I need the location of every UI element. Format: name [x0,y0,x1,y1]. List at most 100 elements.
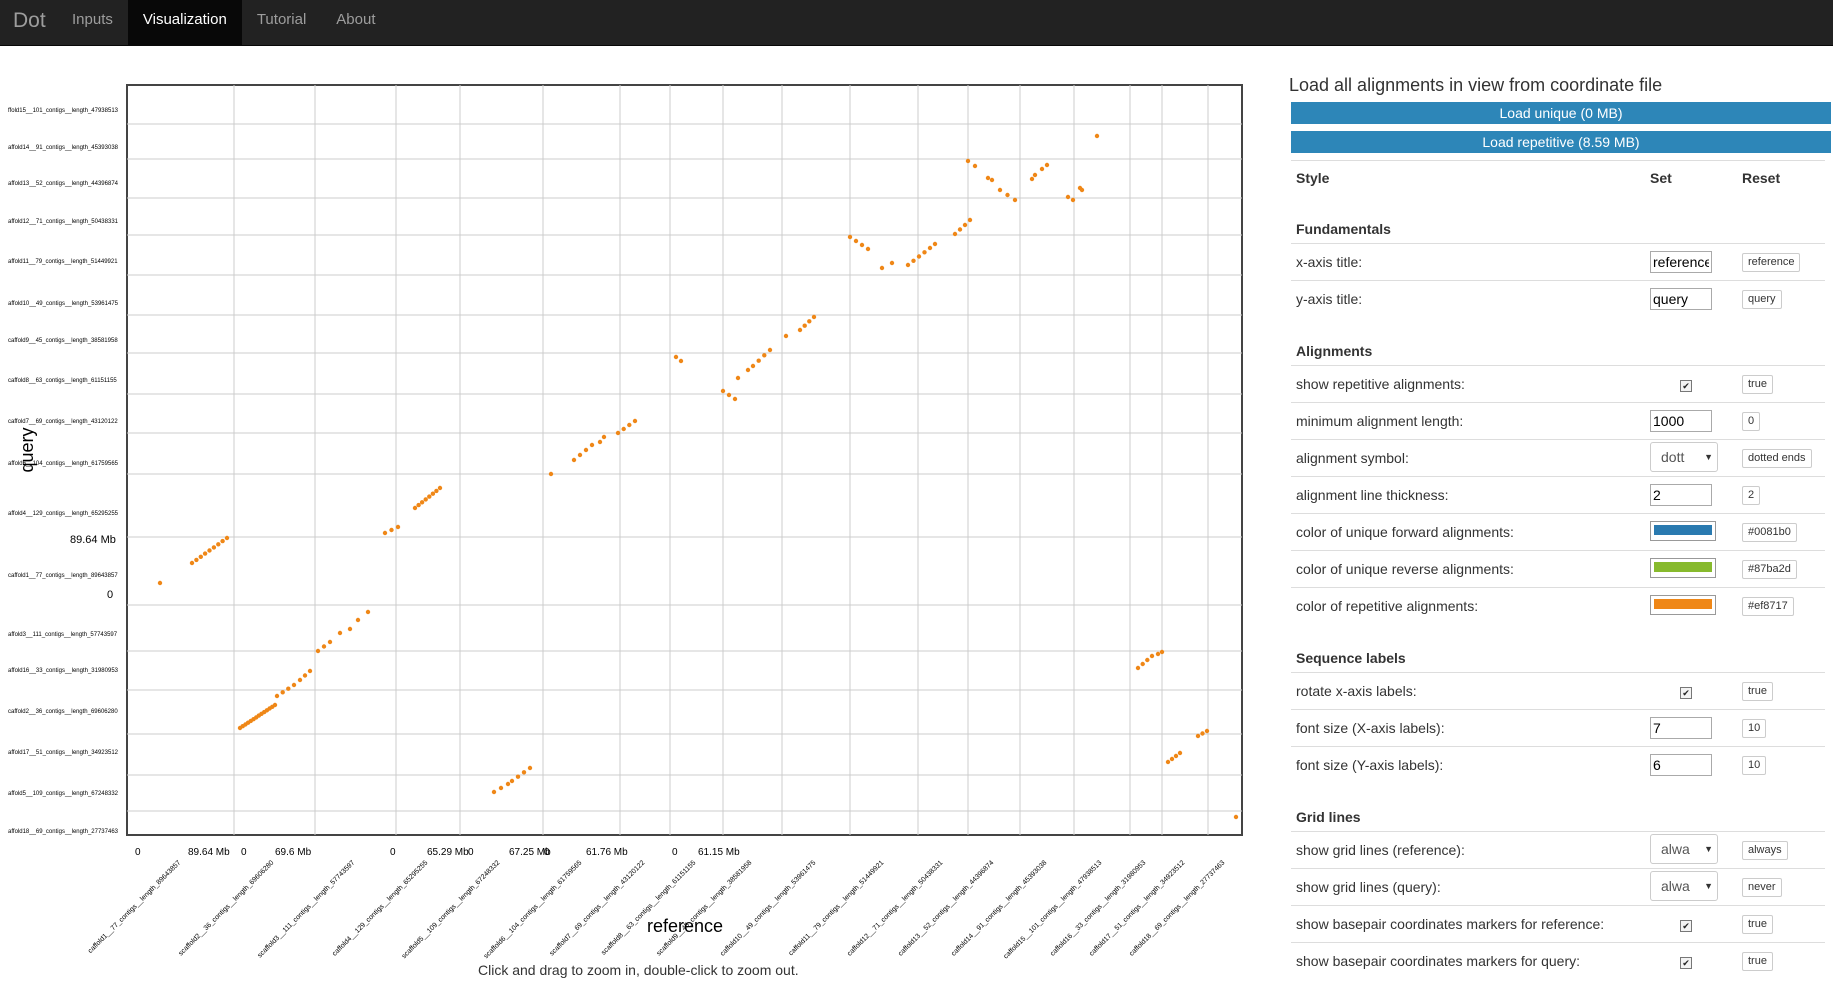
font-size-x-reset-button[interactable]: 10 [1742,719,1767,738]
alignment-dot [355,617,361,623]
alignment-symbol-select[interactable]: dott ▼ [1650,441,1718,472]
alignment-dot [962,222,968,228]
alignment-dot [732,396,738,402]
query-label: caffold9__45_contigs__length_38581958 [8,338,118,344]
line-thickness-input[interactable] [1650,484,1712,506]
font-size-y-reset-button[interactable]: 10 [1742,756,1767,775]
select-value: alwa [1661,840,1690,857]
query-label: caffold8__63_contigs__length_61151155 [8,378,117,384]
dot-plot[interactable]: ffold15__101_contigs__length_47938513aff… [0,60,1270,960]
reverse-color-reset-button[interactable]: #87ba2d [1742,560,1797,579]
alignment-dot [889,260,895,266]
alignment-dot [427,494,432,499]
y-axis-title-reset-button[interactable]: query [1742,290,1782,309]
min-length-reset-button[interactable]: 0 [1742,412,1761,431]
tab-inputs[interactable]: Inputs [72,11,113,28]
alignment-dot [382,530,388,536]
alignment-dot [220,538,225,544]
alignment-dot [797,327,803,333]
load-unique-button[interactable]: Load unique (0 MB) [1291,102,1831,124]
reference-label: caffold14__91_contigs__length_45393038 [950,859,1048,957]
grid-query-reset-button[interactable]: never [1742,878,1782,897]
y-axis-title: query [17,427,37,472]
alignment-dot [762,353,767,358]
alignment-dot [621,426,626,432]
show-repetitive-reset-button[interactable]: true [1742,375,1773,394]
alignment-dot [807,319,812,324]
query-label: affold18__69_contigs__length_27737463 [8,829,119,835]
alignment-dot [726,392,732,398]
alignment-dot [916,254,922,259]
alignment-dot [1195,733,1201,739]
grid-ref-reset-button[interactable]: always [1742,841,1788,860]
alignment-dot [416,502,421,508]
row-label: show grid lines (query): [1291,868,1645,906]
load-repetitive-button[interactable]: Load repetitive (8.59 MB) [1291,131,1831,153]
alignment-dots [157,133,1239,820]
grid-ref-select[interactable]: alwa ▼ [1650,833,1718,864]
alignment-dot [315,648,321,654]
row-label: color of repetitive alignments: [1291,587,1645,624]
x-axis-title-input[interactable] [1650,251,1712,273]
bp-markers-query-reset-button[interactable]: true [1742,952,1773,971]
alignment-dot [291,682,297,688]
line-thickness-reset-button[interactable]: 2 [1742,486,1761,505]
grid-lines [127,85,1242,835]
x-axis-title: reference [647,916,723,936]
query-label: affold4__129_contigs__length_65295255 [8,511,119,517]
reverse-color-picker[interactable] [1650,557,1716,578]
tab-about[interactable]: About [336,11,376,28]
select-value: alwa [1661,877,1690,894]
brand-logo[interactable]: Dot [13,9,46,32]
reference-label: caffold1__77_contigs__length_89643857 [87,859,182,954]
query-label: affold16__33_contigs__length_31980953 [8,668,119,674]
grid-query-select[interactable]: alwa ▼ [1650,870,1718,901]
row-label: y-axis title: [1291,280,1645,317]
alignment-dot [505,781,511,787]
alignment-dot [957,227,963,232]
alignment-dot [989,177,995,183]
alignment-dot [865,246,871,252]
bp-markers-query-checkbox[interactable]: ✔ [1680,957,1692,969]
y-axis-title-input[interactable] [1650,288,1712,310]
alignment-dot [412,505,418,511]
repetitive-color-reset-button[interactable]: #ef8717 [1742,597,1794,616]
alignment-dot [521,770,527,775]
alignment-dot [272,702,278,708]
query-label: affold6__104_contigs__length_61759565 [8,461,119,467]
plot-area[interactable] [126,84,1243,836]
alignment-dot [337,630,343,636]
font-size-y-input[interactable] [1650,754,1712,776]
reference-coordinate-marker: 0 [135,847,141,858]
bp-markers-ref-checkbox[interactable]: ✔ [1680,920,1692,932]
bp-markers-ref-reset-button[interactable]: true [1742,915,1773,934]
alignment-dot [327,639,333,645]
forward-color-reset-button[interactable]: #0081b0 [1742,523,1797,542]
alignment-dot [365,609,371,615]
alignment-dot [157,580,163,586]
alignment-dot [1204,728,1210,734]
alignment-dot [783,333,789,339]
nav-tabs: Inputs Visualization Tutorial About [57,0,391,45]
rotate-x-labels-reset-button[interactable]: true [1742,682,1773,701]
query-label: caffold7__69_contigs__length_43120122 [8,419,118,425]
x-axis-title-reset-button[interactable]: reference [1742,253,1801,272]
alignment-dot [1005,192,1010,198]
font-size-x-input[interactable] [1650,717,1712,739]
row-label: rotate x-axis labels: [1291,672,1645,710]
min-length-input[interactable] [1650,410,1712,432]
alignment-dot [1169,756,1175,762]
reference-coordinate-marker: 89.64 Mb [188,847,230,858]
alignment-dot [678,358,684,364]
repetitive-color-picker[interactable] [1650,594,1716,615]
show-repetitive-checkbox[interactable]: ✔ [1680,380,1692,392]
tab-tutorial[interactable]: Tutorial [256,11,307,28]
alignment-dot [750,363,756,369]
alignment-dot [307,668,313,674]
caret-down-icon: ▼ [1704,834,1713,863]
forward-color-picker[interactable] [1650,520,1716,541]
alignment-symbol-reset-button[interactable]: dotted ends [1742,449,1812,468]
tab-visualization[interactable]: Visualization [127,0,242,45]
rotate-x-labels-checkbox[interactable]: ✔ [1680,687,1692,699]
reference-label: caffold18__69_contigs__length_27737463 [1128,859,1226,957]
